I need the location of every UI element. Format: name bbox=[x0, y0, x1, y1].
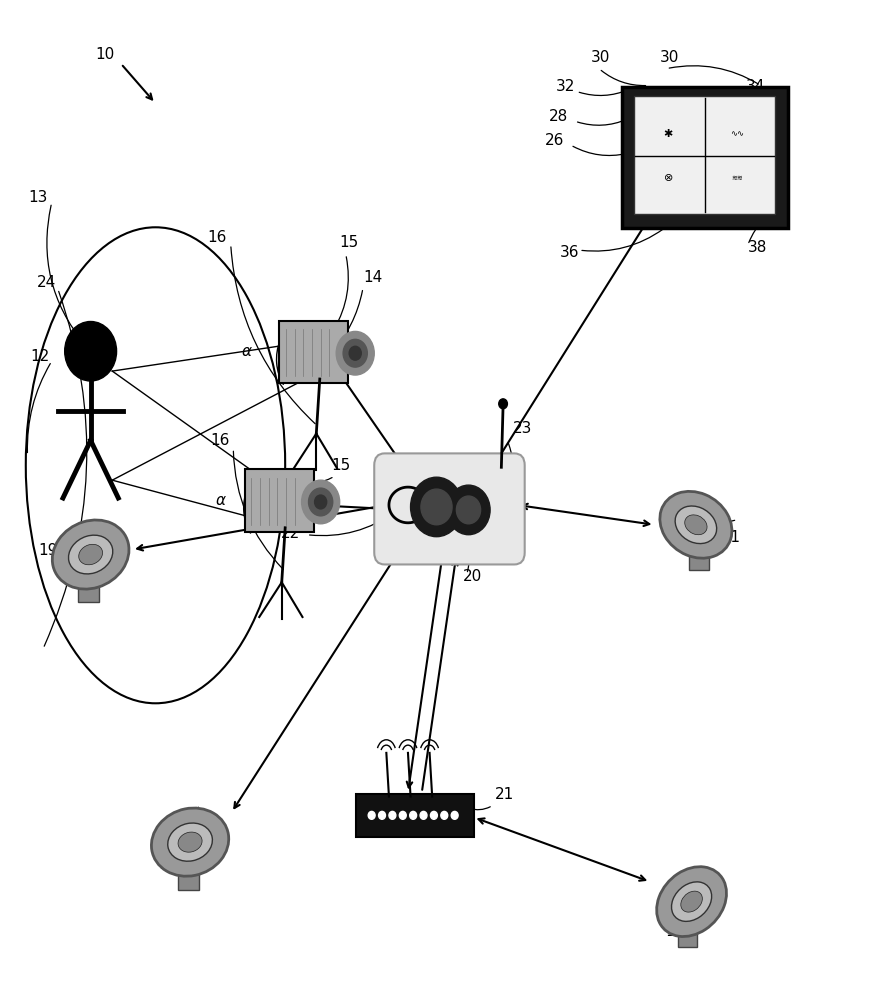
FancyBboxPatch shape bbox=[244, 469, 313, 532]
FancyBboxPatch shape bbox=[689, 549, 709, 570]
Ellipse shape bbox=[660, 491, 732, 558]
Text: 20: 20 bbox=[463, 569, 482, 584]
Circle shape bbox=[421, 489, 452, 525]
FancyBboxPatch shape bbox=[622, 87, 787, 228]
Circle shape bbox=[301, 480, 340, 524]
Text: 24: 24 bbox=[37, 275, 56, 290]
FancyBboxPatch shape bbox=[78, 580, 99, 602]
Circle shape bbox=[349, 346, 361, 360]
Text: 32: 32 bbox=[556, 79, 575, 94]
Text: 36: 36 bbox=[560, 245, 580, 260]
Ellipse shape bbox=[168, 823, 212, 861]
Circle shape bbox=[343, 339, 368, 367]
Circle shape bbox=[379, 811, 386, 819]
Text: 21: 21 bbox=[495, 787, 514, 802]
Ellipse shape bbox=[656, 867, 726, 937]
Circle shape bbox=[308, 488, 333, 516]
Text: 38: 38 bbox=[748, 240, 767, 255]
Text: 13: 13 bbox=[29, 190, 48, 205]
Text: 30: 30 bbox=[590, 50, 609, 65]
Text: 12: 12 bbox=[30, 349, 50, 364]
Circle shape bbox=[399, 811, 406, 819]
Ellipse shape bbox=[675, 506, 717, 544]
Text: α: α bbox=[216, 493, 226, 508]
Ellipse shape bbox=[671, 882, 711, 921]
Text: α: α bbox=[242, 344, 252, 359]
Circle shape bbox=[498, 399, 507, 409]
Circle shape bbox=[389, 811, 395, 819]
Circle shape bbox=[447, 485, 490, 535]
FancyBboxPatch shape bbox=[279, 321, 348, 383]
Text: 19: 19 bbox=[158, 857, 177, 872]
FancyBboxPatch shape bbox=[356, 794, 474, 837]
Text: 34: 34 bbox=[746, 79, 766, 94]
Text: 28: 28 bbox=[549, 109, 568, 124]
Ellipse shape bbox=[681, 891, 703, 912]
Ellipse shape bbox=[151, 808, 229, 876]
Text: 19: 19 bbox=[38, 543, 58, 558]
Text: 16: 16 bbox=[210, 433, 230, 448]
Circle shape bbox=[457, 496, 481, 524]
Circle shape bbox=[430, 811, 437, 819]
Text: ⊗: ⊗ bbox=[663, 173, 673, 183]
Circle shape bbox=[368, 811, 375, 819]
Text: 30: 30 bbox=[660, 50, 679, 65]
Text: 14: 14 bbox=[363, 270, 382, 285]
Circle shape bbox=[336, 331, 375, 375]
Circle shape bbox=[451, 811, 458, 819]
FancyBboxPatch shape bbox=[178, 868, 199, 890]
Text: 191: 191 bbox=[711, 530, 740, 545]
Ellipse shape bbox=[684, 515, 707, 535]
Text: 22: 22 bbox=[281, 526, 300, 541]
Text: 192: 192 bbox=[665, 924, 695, 939]
FancyBboxPatch shape bbox=[375, 453, 525, 564]
Text: 15: 15 bbox=[331, 458, 350, 473]
Circle shape bbox=[441, 811, 448, 819]
Text: 16: 16 bbox=[208, 230, 227, 245]
Text: 15: 15 bbox=[340, 235, 359, 250]
Circle shape bbox=[314, 495, 327, 509]
Circle shape bbox=[420, 811, 427, 819]
Circle shape bbox=[410, 477, 463, 537]
Ellipse shape bbox=[68, 535, 113, 574]
FancyBboxPatch shape bbox=[677, 926, 698, 947]
Text: 23: 23 bbox=[512, 421, 532, 436]
Ellipse shape bbox=[79, 544, 102, 565]
Circle shape bbox=[65, 322, 117, 381]
Ellipse shape bbox=[52, 520, 129, 589]
FancyBboxPatch shape bbox=[634, 96, 775, 214]
Circle shape bbox=[409, 811, 416, 819]
Text: ✱: ✱ bbox=[663, 129, 673, 139]
Text: 26: 26 bbox=[545, 133, 564, 148]
Text: ≋≋: ≋≋ bbox=[732, 175, 743, 181]
Text: 10: 10 bbox=[95, 47, 114, 62]
Text: ∿∿: ∿∿ bbox=[731, 130, 745, 139]
Ellipse shape bbox=[178, 832, 202, 852]
